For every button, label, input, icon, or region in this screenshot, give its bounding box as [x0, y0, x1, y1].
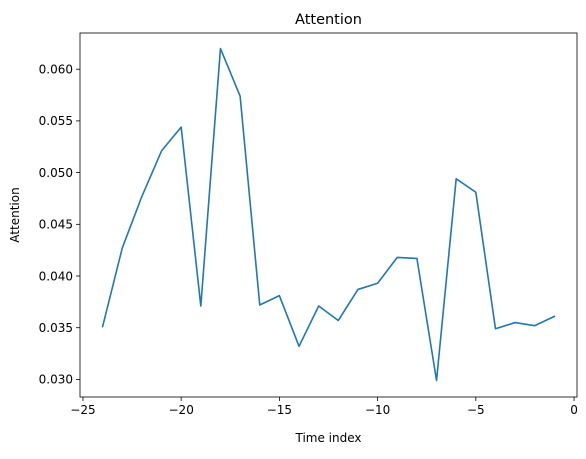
y-tick-label: 0.055 — [39, 114, 73, 128]
x-tick-label: −20 — [169, 403, 194, 417]
y-tick-label: 0.060 — [39, 62, 73, 76]
x-tick-label: 0 — [570, 403, 578, 417]
y-tick-label: 0.045 — [39, 218, 73, 232]
y-tick-label: 0.040 — [39, 269, 73, 283]
y-axis-label: Attention — [8, 187, 22, 242]
x-tick-label: −10 — [365, 403, 390, 417]
x-tick-label: −15 — [267, 403, 292, 417]
x-tick-label: −25 — [70, 403, 95, 417]
x-axis-label: Time index — [294, 431, 361, 445]
y-tick-label: 0.035 — [39, 321, 73, 335]
chart-title: Attention — [295, 12, 362, 28]
y-tick-label: 0.030 — [39, 373, 73, 387]
y-tick-label: 0.050 — [39, 166, 73, 180]
x-tick-label: −5 — [467, 403, 485, 417]
